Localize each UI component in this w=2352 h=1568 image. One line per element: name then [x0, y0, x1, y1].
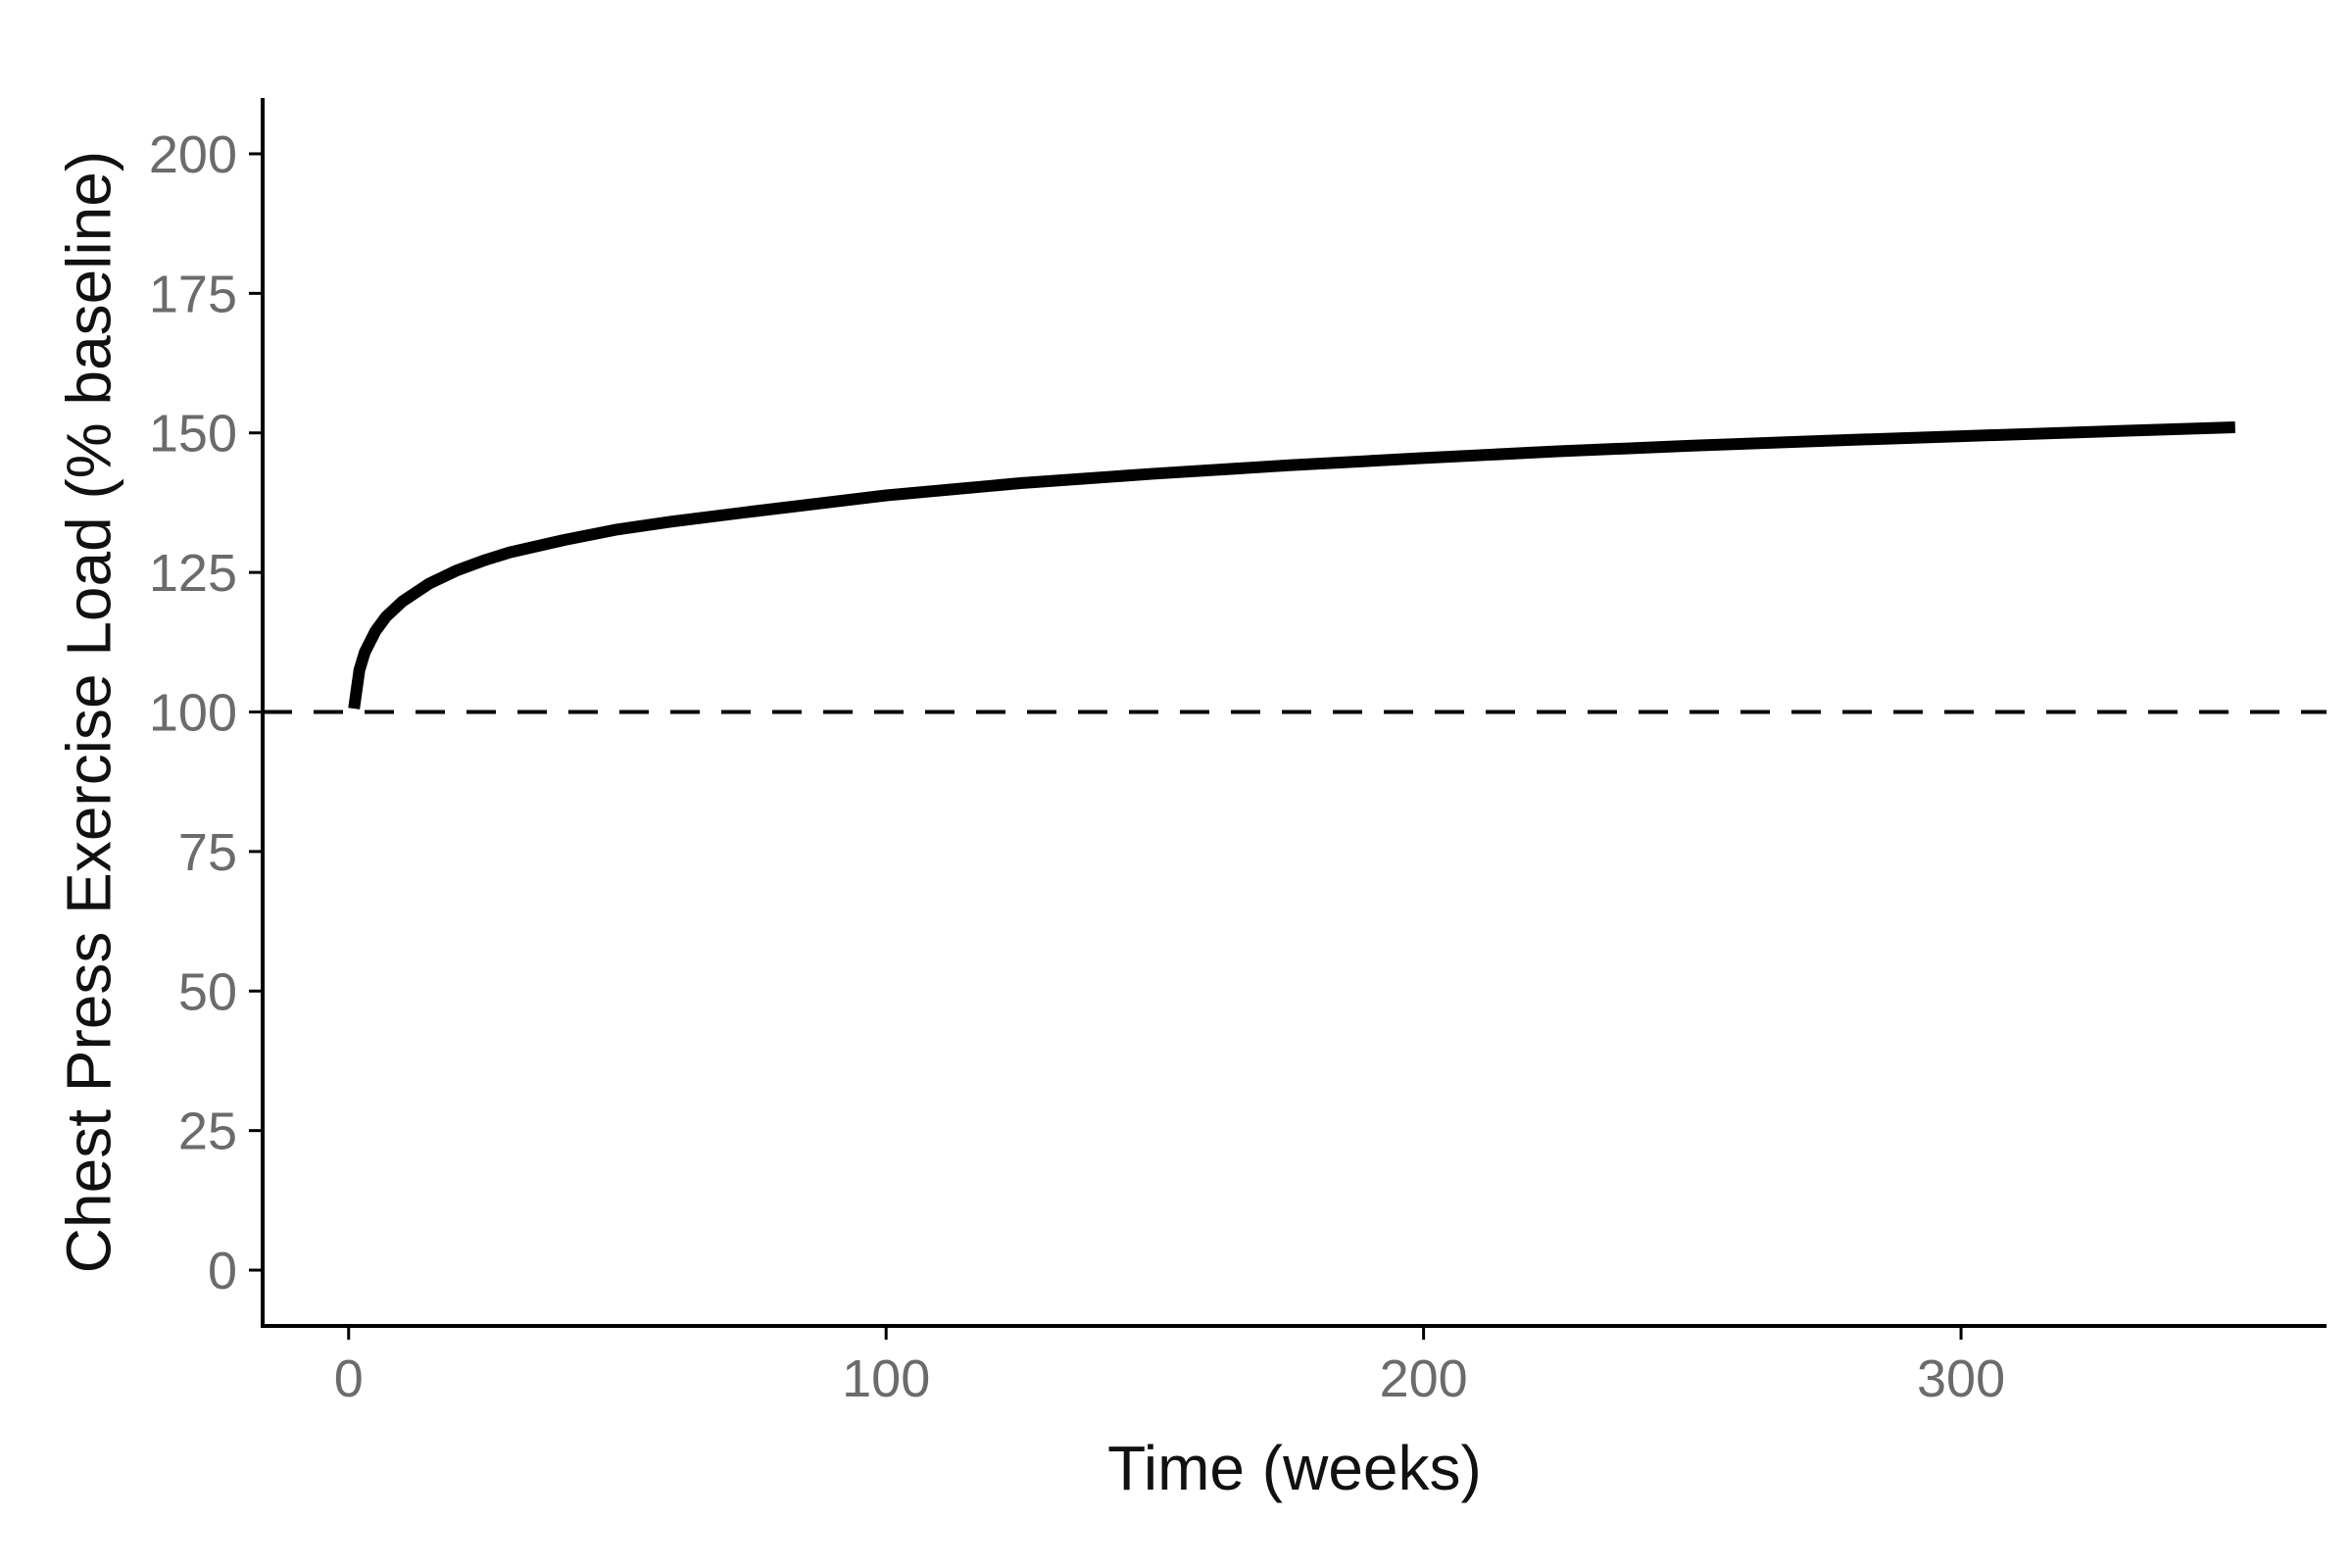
y-tick-label: 150 [149, 405, 237, 464]
y-tick-label: 25 [178, 1102, 237, 1161]
x-tick-label: 0 [334, 1349, 364, 1408]
y-axis-title: Chest Press Exercise Load (% baseline) [53, 151, 123, 1273]
y-tick-label: 50 [178, 962, 237, 1021]
x-tick-label: 100 [842, 1349, 930, 1408]
y-tick-label: 125 [149, 544, 237, 603]
series-line [348, 421, 2235, 710]
y-tick-label: 75 [178, 823, 237, 882]
series-layer [348, 421, 2235, 710]
y-tick-label: 200 [149, 125, 237, 184]
y-tick-label: 175 [149, 265, 237, 323]
x-tick-label: 200 [1380, 1349, 1468, 1408]
x-tick-label: 300 [1917, 1349, 2005, 1408]
y-tick-label: 0 [208, 1242, 237, 1300]
x-axis-title: Time (weeks) [1107, 1433, 1482, 1503]
y-tick-label: 100 [149, 684, 237, 743]
axes: 0 25 50 75 100 125 150 175 200 0 100 200 300 [149, 98, 2327, 1408]
y-axis-ticks: 0 25 50 75 100 125 150 175 200 [149, 125, 263, 1300]
x-axis-ticks: 0 100 200 300 [334, 1326, 2005, 1408]
